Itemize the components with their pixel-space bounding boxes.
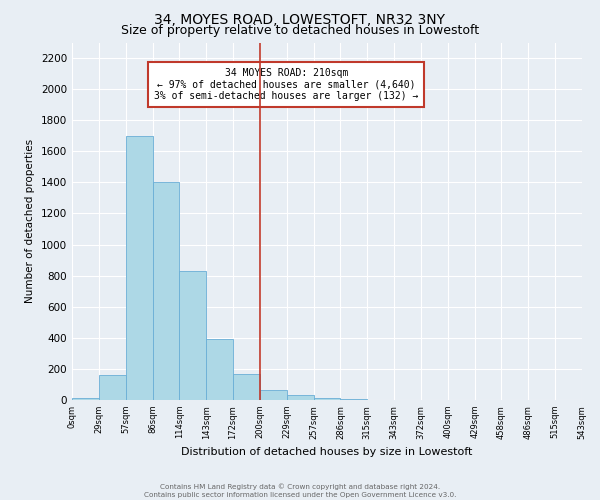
Text: 34 MOYES ROAD: 210sqm
← 97% of detached houses are smaller (4,640)
3% of semi-de: 34 MOYES ROAD: 210sqm ← 97% of detached …	[154, 68, 418, 100]
Bar	[206, 340, 233, 400]
Bar	[152, 182, 179, 400]
Text: Contains HM Land Registry data © Crown copyright and database right 2024.
Contai: Contains HM Land Registry data © Crown c…	[144, 484, 456, 498]
X-axis label: Distribution of detached houses by size in Lowestoft: Distribution of detached houses by size …	[181, 447, 473, 457]
Bar	[287, 396, 314, 400]
Text: Size of property relative to detached houses in Lowestoft: Size of property relative to detached ho…	[121, 24, 479, 37]
Bar	[314, 398, 340, 400]
Bar	[125, 136, 152, 400]
Bar	[260, 390, 287, 400]
Bar	[99, 375, 125, 400]
Text: 34, MOYES ROAD, LOWESTOFT, NR32 3NY: 34, MOYES ROAD, LOWESTOFT, NR32 3NY	[155, 12, 445, 26]
Bar	[340, 399, 367, 400]
Bar	[179, 271, 206, 400]
Bar	[233, 374, 260, 400]
Y-axis label: Number of detached properties: Number of detached properties	[25, 139, 35, 304]
Bar	[72, 398, 99, 400]
